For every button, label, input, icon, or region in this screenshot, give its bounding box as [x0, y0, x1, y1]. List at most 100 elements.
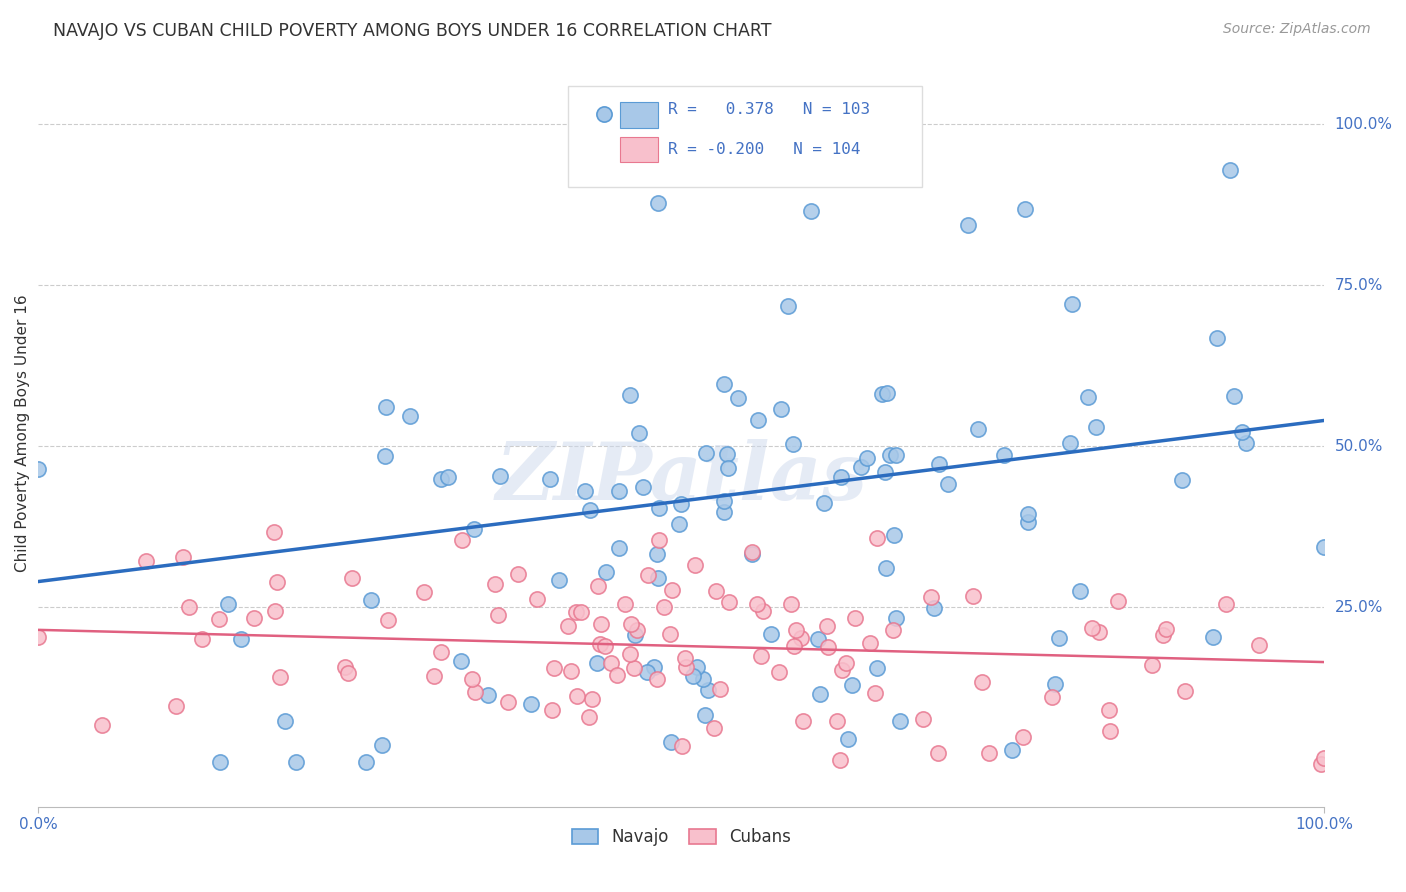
Point	[135, 554, 157, 568]
Point	[817, 640, 839, 654]
Point	[191, 632, 214, 646]
Point	[569, 606, 592, 620]
Point	[713, 377, 735, 392]
Point	[463, 522, 485, 536]
Point	[1313, 540, 1336, 554]
Point	[716, 447, 738, 461]
Point	[586, 657, 609, 671]
Point	[430, 645, 453, 659]
Point	[870, 387, 893, 401]
Point	[413, 585, 436, 599]
Point	[637, 568, 659, 582]
Point	[600, 656, 623, 670]
Point	[924, 601, 946, 615]
Point	[956, 218, 979, 232]
Point	[450, 654, 472, 668]
Point	[623, 661, 645, 675]
Point	[967, 422, 990, 436]
Point	[669, 497, 692, 511]
Point	[837, 731, 859, 746]
Point	[671, 739, 693, 753]
Point	[970, 675, 993, 690]
Point	[578, 709, 600, 723]
Point	[770, 401, 793, 416]
Point	[873, 465, 896, 479]
Point	[484, 577, 506, 591]
Point	[1049, 631, 1071, 645]
Point	[825, 714, 848, 728]
Point	[782, 437, 804, 451]
Point	[263, 524, 285, 539]
Point	[928, 457, 950, 471]
Point	[920, 590, 942, 604]
Point	[464, 685, 486, 699]
Point	[661, 582, 683, 597]
Point	[340, 570, 363, 584]
Point	[1223, 389, 1246, 403]
Point	[269, 670, 291, 684]
Point	[477, 688, 499, 702]
Point	[595, 640, 617, 654]
Point	[1219, 162, 1241, 177]
Point	[1174, 683, 1197, 698]
Point	[593, 164, 616, 178]
Point	[1309, 757, 1331, 772]
Y-axis label: Child Poverty Among Boys Under 16: Child Poverty Among Boys Under 16	[15, 294, 30, 572]
Point	[1069, 584, 1091, 599]
Point	[1017, 507, 1039, 521]
Point	[741, 547, 763, 561]
Point	[727, 392, 749, 406]
Point	[607, 484, 630, 499]
FancyBboxPatch shape	[568, 86, 922, 186]
Point	[614, 597, 637, 611]
Point	[1043, 677, 1066, 691]
Point	[508, 567, 530, 582]
Point	[831, 663, 853, 677]
Point	[747, 413, 769, 427]
Point	[1247, 638, 1270, 652]
Point	[652, 599, 675, 614]
Point	[581, 692, 603, 706]
Point	[624, 628, 647, 642]
Point	[683, 558, 706, 573]
Point	[879, 448, 901, 462]
Point	[875, 560, 897, 574]
Point	[696, 683, 718, 698]
Point	[675, 660, 697, 674]
Point	[751, 648, 773, 663]
Text: NAVAJO VS CUBAN CHILD POVERTY AMONG BOYS UNDER 16 CORRELATION CHART: NAVAJO VS CUBAN CHILD POVERTY AMONG BOYS…	[53, 22, 772, 40]
Point	[889, 714, 911, 728]
Point	[884, 448, 907, 462]
Point	[436, 469, 458, 483]
Point	[927, 746, 949, 760]
Point	[682, 668, 704, 682]
Point	[668, 517, 690, 532]
Point	[557, 619, 579, 633]
Point	[336, 666, 359, 681]
Point	[607, 541, 630, 556]
Point	[884, 611, 907, 625]
Point	[717, 461, 740, 475]
Point	[565, 605, 588, 619]
Point	[830, 752, 852, 766]
Point	[595, 565, 617, 579]
Text: R = -0.200   N = 104: R = -0.200 N = 104	[668, 142, 860, 157]
Point	[673, 651, 696, 665]
Point	[876, 386, 898, 401]
Point	[360, 592, 382, 607]
Point	[776, 299, 799, 313]
Point	[179, 599, 201, 614]
Point	[172, 549, 194, 564]
Point	[519, 697, 541, 711]
Point	[1087, 624, 1109, 639]
Point	[695, 445, 717, 459]
Point	[1098, 703, 1121, 717]
Point	[628, 426, 651, 441]
Point	[538, 472, 561, 486]
Point	[855, 451, 877, 466]
Point	[1215, 597, 1237, 611]
Point	[620, 616, 643, 631]
Point	[1040, 690, 1063, 705]
Point	[231, 632, 253, 646]
Point	[1014, 202, 1036, 217]
